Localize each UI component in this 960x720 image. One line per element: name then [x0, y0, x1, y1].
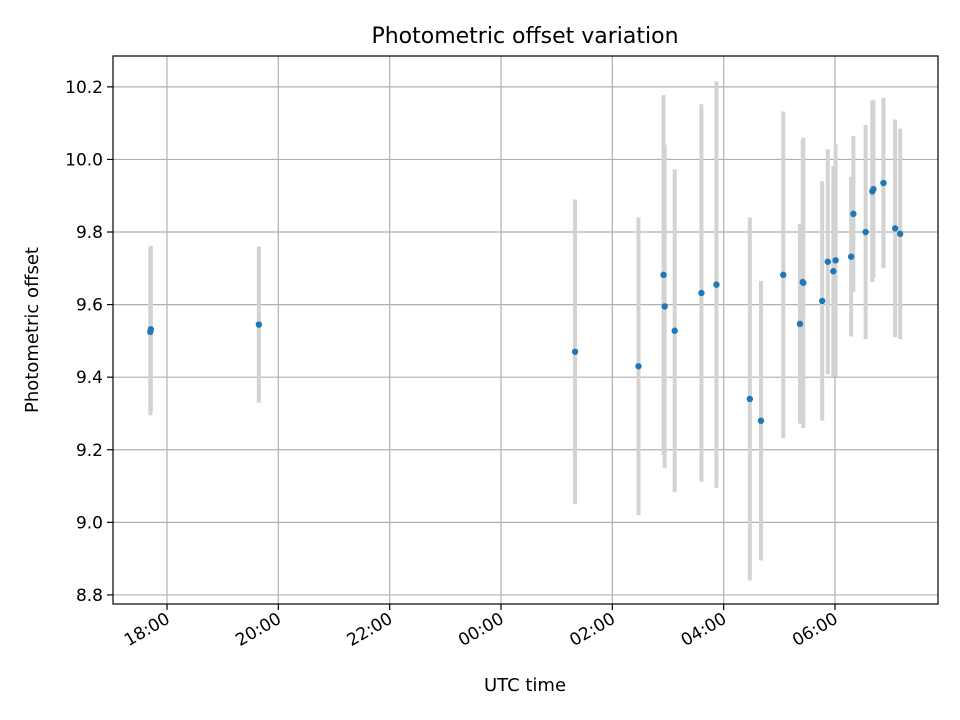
- data-points: [147, 179, 904, 424]
- y-tick-label: 9.0: [76, 513, 103, 533]
- data-point: [832, 257, 839, 264]
- data-point: [671, 327, 678, 334]
- data-point: [757, 417, 765, 424]
- data-point: [661, 303, 668, 310]
- data-point: [847, 253, 855, 260]
- data-point: [830, 268, 837, 275]
- data-point: [800, 279, 807, 287]
- data-point: [255, 321, 263, 328]
- y-tick-label: 9.8: [76, 223, 103, 243]
- y-axis-label: Photometric offset: [22, 247, 43, 413]
- data-point: [147, 326, 155, 333]
- chart-title: Photometric offset variation: [371, 24, 678, 49]
- data-point: [862, 228, 869, 236]
- y-tick-label: 8.8: [76, 586, 103, 606]
- x-axis-label: UTC time: [484, 675, 566, 696]
- data-point: [824, 258, 831, 265]
- data-point: [746, 395, 754, 403]
- data-point: [635, 363, 642, 370]
- data-point: [796, 320, 804, 328]
- y-tick-label: 9.6: [76, 296, 103, 316]
- data-point: [713, 281, 720, 288]
- data-point: [571, 348, 579, 355]
- data-point: [780, 271, 787, 279]
- y-tick-label: 10.0: [65, 150, 103, 170]
- y-tick-label: 10.2: [65, 78, 103, 98]
- data-point: [891, 225, 899, 232]
- plot-frame: [112, 55, 939, 605]
- data-point: [850, 210, 857, 218]
- data-point: [660, 271, 667, 279]
- data-point: [870, 185, 877, 193]
- data-point: [896, 230, 904, 238]
- data-point: [698, 289, 705, 297]
- data-point: [880, 179, 887, 187]
- y-tick-label: 9.2: [76, 441, 103, 461]
- y-tick-label: 9.4: [76, 368, 103, 388]
- data-point: [819, 297, 826, 305]
- y-axis-ticks: 8.8 9.0 9.2 9.4 9.6 9.8 10.0 10.2: [65, 78, 113, 606]
